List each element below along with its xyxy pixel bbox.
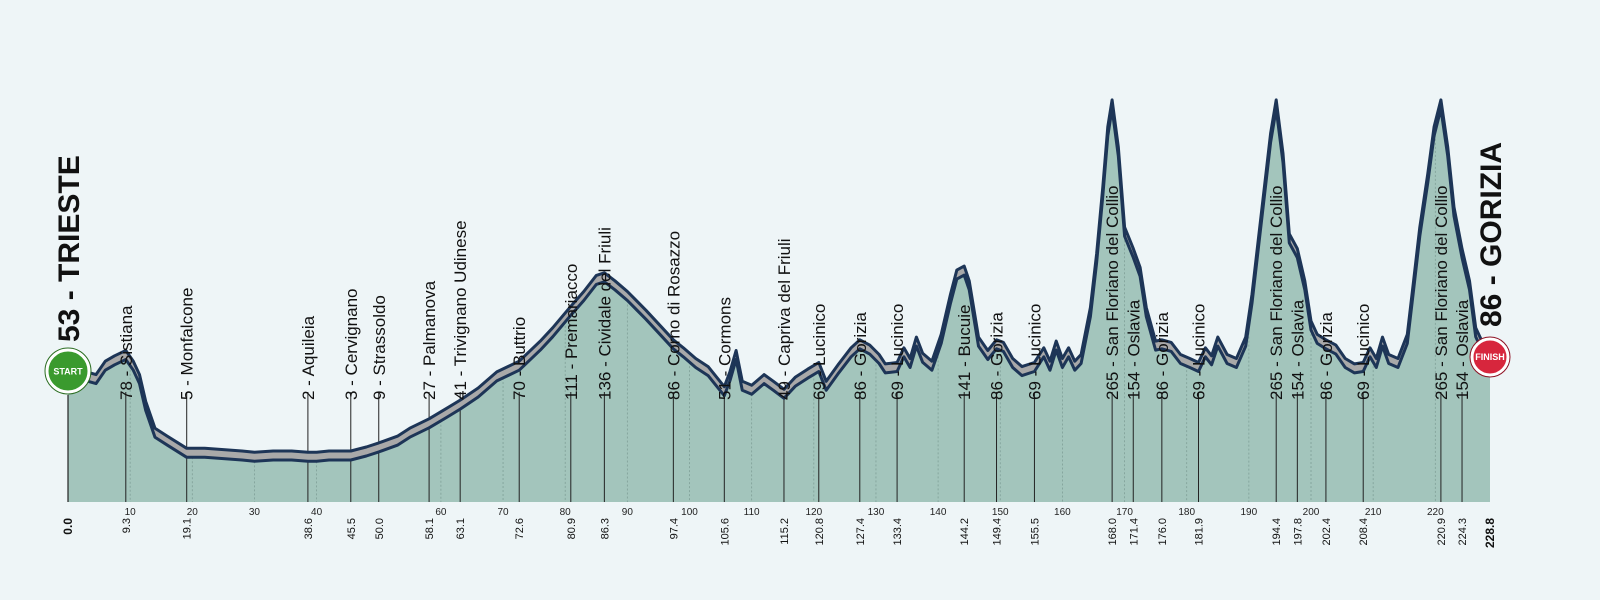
x-tick-label: 180 bbox=[1178, 507, 1195, 518]
x-tick-label: 10 bbox=[125, 507, 137, 518]
waypoint-km-label: 176.0 bbox=[1157, 518, 1169, 546]
waypoint-km-label: 115.2 bbox=[779, 518, 791, 545]
waypoint-km-label: 208.4 bbox=[1358, 518, 1370, 546]
finish-town-label: 86 - GORIZIA bbox=[1475, 142, 1508, 327]
waypoint-label: 265 - San Floriano del Collio bbox=[1267, 185, 1286, 400]
waypoint-label: 141 - Bucuie bbox=[955, 305, 974, 400]
waypoint-km-label: 63.1 bbox=[455, 518, 467, 539]
waypoint-label: 265 - San Floriano del Collio bbox=[1103, 185, 1122, 400]
waypoint-km-label: 224.3 bbox=[1457, 518, 1469, 546]
waypoint-km-label: 45.5 bbox=[346, 518, 358, 539]
x-tick-label: 80 bbox=[560, 507, 572, 518]
waypoint-label: 69 - Lucinico bbox=[1354, 304, 1373, 400]
x-tick-label: 60 bbox=[435, 507, 447, 518]
waypoint-km-label: 72.6 bbox=[514, 518, 526, 539]
waypoint-label: 2 - Aquileia bbox=[299, 315, 318, 400]
x-tick-label: 20 bbox=[187, 507, 199, 518]
x-tick-label: 190 bbox=[1241, 507, 1258, 518]
waypoint-label: 136 - Cividale del Friuli bbox=[595, 227, 614, 400]
start-town-label: 53 - TRIESTE bbox=[53, 155, 86, 342]
x-tick-label: 70 bbox=[497, 507, 509, 518]
waypoint-label: 51 - Cormons bbox=[715, 297, 734, 400]
waypoint-km-label: 171.4 bbox=[1128, 518, 1140, 546]
waypoint-label: 49 - Capriva del Friuli bbox=[775, 238, 794, 400]
waypoint-label: 154 - Oslavia bbox=[1124, 299, 1143, 400]
finish-badge-icon: FINISH bbox=[1469, 336, 1511, 378]
waypoint-label: 3 - Cervignano bbox=[342, 288, 361, 400]
waypoint-km-label: 202.4 bbox=[1321, 518, 1333, 546]
waypoint-km-label: 194.4 bbox=[1271, 518, 1283, 546]
finish-km-label: 228.8 bbox=[1483, 518, 1497, 548]
waypoint-km-label: 86.3 bbox=[599, 518, 611, 539]
waypoint-label: 69 - Lucinico bbox=[1025, 304, 1044, 400]
waypoint-label: 154 - Oslavia bbox=[1288, 299, 1307, 400]
waypoint-label: 27 - Palmanova bbox=[420, 280, 439, 400]
waypoint-km-label: 58.1 bbox=[424, 518, 436, 539]
start-km-label: 0.0 bbox=[61, 518, 75, 535]
waypoint-label: 86 - Gorizia bbox=[1317, 312, 1336, 400]
waypoint-km-label: 97.4 bbox=[668, 518, 680, 539]
waypoint-km-label: 133.4 bbox=[892, 518, 904, 546]
waypoint-km-label: 120.8 bbox=[814, 518, 826, 546]
x-tick-label: 40 bbox=[311, 507, 323, 518]
x-tick-label: 160 bbox=[1054, 507, 1071, 518]
waypoint-km-label: 149.4 bbox=[992, 518, 1004, 546]
waypoint-label: 78 - Sistiana bbox=[117, 305, 136, 400]
waypoint-km-label: 144.2 bbox=[959, 518, 971, 546]
waypoint-km-label: 50.0 bbox=[374, 518, 386, 539]
waypoint-label: 86 - Gorizia bbox=[988, 312, 1007, 400]
waypoint-label: 154 - Oslavia bbox=[1453, 299, 1472, 400]
waypoint-label: 70 - Buttrio bbox=[510, 317, 529, 400]
terrain-area bbox=[68, 108, 1490, 503]
x-tick-label: 140 bbox=[930, 507, 947, 518]
waypoint-label: 86 - Gorizia bbox=[1153, 312, 1172, 400]
waypoint-label: 69 - Lucinico bbox=[810, 304, 829, 400]
finish-badge-text: FINISH bbox=[1475, 352, 1505, 362]
x-tick-label: 200 bbox=[1303, 507, 1320, 518]
waypoint-label: 41 - Trivignano Udinese bbox=[451, 220, 470, 400]
waypoint-km-label: 197.8 bbox=[1292, 518, 1304, 546]
x-tick-label: 120 bbox=[805, 507, 822, 518]
waypoint-label: 265 - San Floriano del Collio bbox=[1432, 185, 1451, 400]
x-tick-label: 130 bbox=[868, 507, 885, 518]
waypoint-label: 86 - Corno di Rosazzo bbox=[664, 231, 683, 400]
waypoint-label: 9 - Strassoldo bbox=[370, 295, 389, 400]
waypoint-km-label: 19.1 bbox=[182, 518, 194, 539]
x-tick-label: 30 bbox=[249, 507, 261, 518]
x-tick-label: 210 bbox=[1365, 507, 1382, 518]
start-badge-text: START bbox=[53, 367, 83, 377]
x-tick-label: 150 bbox=[992, 507, 1009, 518]
waypoint-km-label: 9.3 bbox=[121, 518, 133, 533]
x-tick-label: 110 bbox=[744, 507, 760, 518]
waypoint-label: 86 - Gorizia bbox=[851, 312, 870, 400]
waypoint-label: 69 - Lucinico bbox=[1190, 304, 1209, 400]
x-tick-label: 220 bbox=[1427, 507, 1444, 518]
start-badge-icon: START bbox=[44, 347, 92, 395]
waypoint-km-label: 168.0 bbox=[1107, 518, 1119, 546]
waypoint-km-label: 220.9 bbox=[1436, 518, 1448, 546]
waypoint-km-label: 80.9 bbox=[566, 518, 578, 539]
waypoint-km-label: 105.6 bbox=[719, 518, 731, 546]
waypoint-km-label: 181.9 bbox=[1194, 518, 1206, 546]
waypoint-km-label: 38.6 bbox=[303, 518, 315, 539]
waypoint-km-label: 155.5 bbox=[1029, 518, 1041, 546]
x-tick-label: 90 bbox=[622, 507, 634, 518]
x-tick-label: 170 bbox=[1116, 507, 1133, 518]
waypoint-label: 69 - Lucinico bbox=[888, 304, 907, 400]
waypoint-label: 5 - Monfalcone bbox=[178, 288, 197, 400]
waypoint-label: 111 - Premariacco bbox=[562, 264, 581, 400]
waypoint-km-label: 127.4 bbox=[855, 518, 867, 546]
x-tick-label: 100 bbox=[681, 507, 698, 518]
